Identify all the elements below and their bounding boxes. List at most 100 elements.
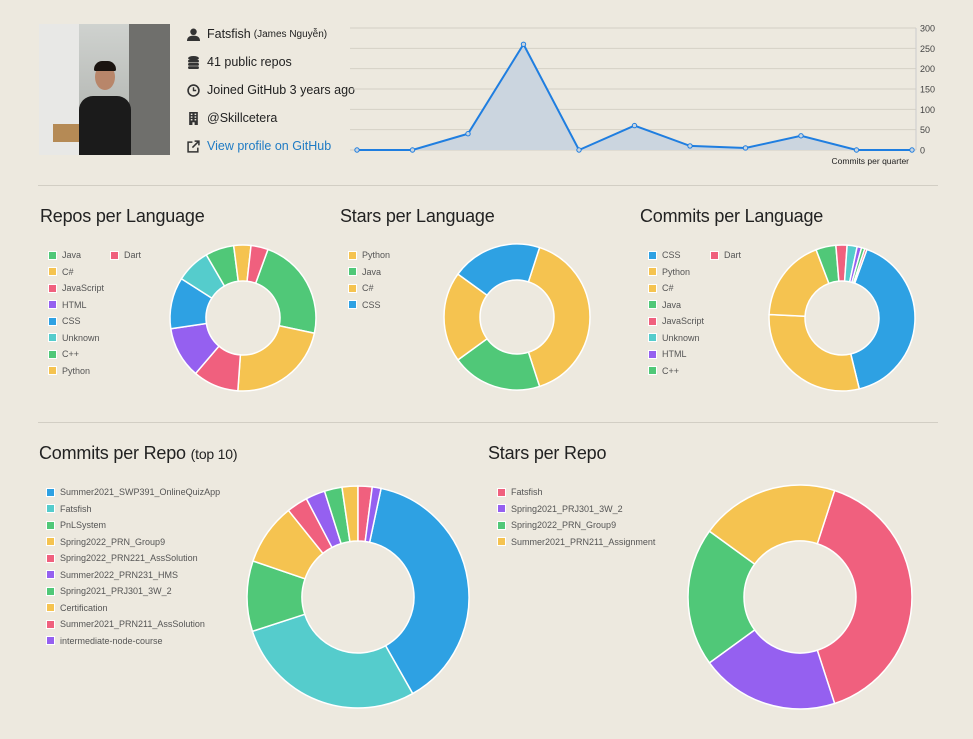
slice-dart[interactable] xyxy=(852,247,868,285)
legend-item[interactable]: Summer2022_PRN231_HMS xyxy=(46,567,178,584)
slice-certification[interactable] xyxy=(341,485,359,543)
slice-css[interactable] xyxy=(456,243,541,297)
legend-item[interactable]: CSS xyxy=(48,313,81,330)
slice-unknown[interactable] xyxy=(180,253,226,300)
slice-pnlsystem[interactable] xyxy=(246,560,306,633)
legend-item[interactable]: Spring2022_PRN_Group9 xyxy=(497,517,616,534)
y-tick-label: 150 xyxy=(920,85,935,95)
legend-label: HTML xyxy=(662,349,687,360)
slice-javascript[interactable] xyxy=(194,345,242,392)
legend-swatch xyxy=(497,504,506,514)
slice-dart[interactable] xyxy=(246,244,269,285)
profile-link-row[interactable]: View profile on GitHub xyxy=(187,137,331,155)
legend-swatch xyxy=(710,250,719,260)
slice-c-[interactable] xyxy=(237,324,316,392)
legend-label: Summer2022_PRN231_HMS xyxy=(60,569,179,580)
slice-python[interactable] xyxy=(768,313,861,392)
slice-javascript[interactable] xyxy=(835,244,848,282)
slice-html[interactable] xyxy=(848,245,863,284)
legend-item[interactable]: Fatsfish xyxy=(46,501,92,518)
slice-css[interactable] xyxy=(169,277,213,330)
slice-summer2021-swp391-onlinequizapp[interactable] xyxy=(368,487,470,695)
slice-spring2022-prn-group9[interactable] xyxy=(687,530,756,664)
slice-c-[interactable] xyxy=(205,244,240,288)
legend-item[interactable]: Python xyxy=(348,247,390,264)
legend-item[interactable]: Summer2021_SWP391_OnlineQuizApp xyxy=(46,484,220,501)
legend-item[interactable]: Certification xyxy=(46,600,108,617)
legend-item[interactable]: JavaScript xyxy=(48,280,104,297)
data-point xyxy=(742,145,749,151)
legend-swatch xyxy=(48,349,57,359)
legend-label: Fatsfish xyxy=(60,503,92,514)
slice-spring2022-prn-group9[interactable] xyxy=(252,509,324,580)
legend-item[interactable]: C# xyxy=(48,264,74,281)
slice-c-[interactable] xyxy=(768,248,830,318)
legend-label: CSS xyxy=(62,316,81,327)
slice-summer2021-prn211-assignment[interactable] xyxy=(708,484,836,566)
legend-item[interactable]: C++ xyxy=(648,363,679,380)
legend-item[interactable]: Dart xyxy=(110,247,141,264)
legend-item[interactable]: Spring2021_PRJ301_3W_2 xyxy=(46,583,172,600)
legend-swatch xyxy=(48,267,57,277)
legend-item[interactable]: CSS xyxy=(648,247,681,264)
legend-item[interactable]: Dart xyxy=(710,247,741,264)
slice-fatsfish[interactable] xyxy=(816,489,913,705)
legend-item[interactable]: CSS xyxy=(348,297,381,314)
legend-item[interactable]: Spring2022_PRN221_AssSolution xyxy=(46,550,198,567)
legend-item[interactable]: Python xyxy=(648,264,690,281)
username: Fatsfish xyxy=(207,27,251,41)
repos-per-language-title: Repos per Language xyxy=(40,206,205,226)
slice-summer2021-prn211-asssolution[interactable] xyxy=(357,485,374,543)
legend-item[interactable]: PnLSystem xyxy=(46,517,106,534)
legend-label: Spring2022_PRN_Group9 xyxy=(60,536,166,547)
slice-unknown[interactable] xyxy=(843,244,859,283)
slice-python[interactable] xyxy=(232,244,252,283)
legend-item[interactable]: C# xyxy=(648,280,674,297)
slice-css[interactable] xyxy=(849,248,916,390)
slice-summer2022-prn231-hms[interactable] xyxy=(305,490,343,549)
stars-per-language-title: Stars per Language xyxy=(340,206,495,226)
view-profile-link[interactable]: View profile on GitHub xyxy=(207,139,332,153)
legend-label: Spring2021_PRJ301_3W_2 xyxy=(511,503,623,514)
slice-python[interactable] xyxy=(527,246,591,388)
slice-spring2021-prj301-3w-2[interactable] xyxy=(708,628,836,710)
legend-item[interactable]: Summer2021_PRN211_Assignment xyxy=(497,534,655,551)
legend-item[interactable]: Spring2022_PRN_Group9 xyxy=(46,534,165,551)
slice-intermediate-node-course[interactable] xyxy=(364,486,382,544)
legend-item[interactable]: Java xyxy=(648,297,681,314)
repo-count: 41 public repos xyxy=(207,55,292,69)
joined-text: Joined GitHub 3 years ago xyxy=(207,83,356,97)
legend-swatch xyxy=(348,283,357,293)
legend-label: CSS xyxy=(662,250,681,261)
legend-item[interactable]: C# xyxy=(348,280,374,297)
legend-item[interactable]: Unknown xyxy=(48,330,100,347)
legend-item[interactable]: HTML xyxy=(48,297,87,314)
slice-spring2021-prj301-3w-2[interactable] xyxy=(323,486,351,545)
legend-item[interactable]: C++ xyxy=(48,346,79,363)
legend-item[interactable]: intermediate-node-course xyxy=(46,633,163,650)
slice-html[interactable] xyxy=(169,322,221,375)
legend-swatch xyxy=(348,300,357,310)
legend-item[interactable]: Python xyxy=(48,363,90,380)
slice-c-[interactable] xyxy=(443,273,489,361)
legend-item[interactable]: Summer2021_PRN211_AssSolution xyxy=(46,616,205,633)
external-link-icon xyxy=(187,139,200,153)
slice-java[interactable] xyxy=(815,244,840,285)
legend-label: C# xyxy=(62,266,74,277)
legend-item[interactable]: HTML xyxy=(648,346,687,363)
legend-swatch xyxy=(46,636,55,646)
legend-item[interactable]: Spring2021_PRJ301_3W_2 xyxy=(497,501,623,518)
legend-item[interactable]: Unknown xyxy=(648,330,700,347)
slice-c-[interactable] xyxy=(851,246,866,284)
clock-icon xyxy=(187,83,200,97)
legend-item[interactable]: Fatsfish xyxy=(497,484,543,501)
legend-swatch xyxy=(46,619,55,629)
legend-item[interactable]: Java xyxy=(48,247,81,264)
slice-fatsfish[interactable] xyxy=(251,613,414,709)
legend-item[interactable]: JavaScript xyxy=(648,313,704,330)
slice-java[interactable] xyxy=(456,337,541,391)
username-row: Fatsfish (James Nguyễn) xyxy=(187,25,327,43)
slice-spring2022-prn221-asssolution[interactable] xyxy=(287,497,333,555)
legend-item[interactable]: Java xyxy=(348,264,381,281)
slice-java[interactable] xyxy=(254,248,317,335)
